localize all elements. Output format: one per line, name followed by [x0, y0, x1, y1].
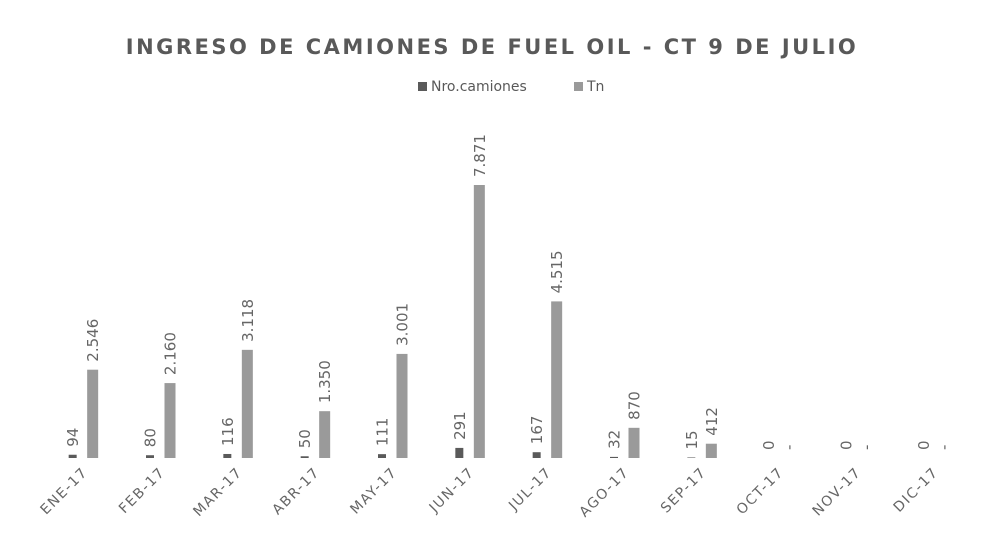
- x-tick-label: ABR-17: [269, 464, 323, 518]
- chart-title: INGRESO DE CAMIONES DE FUEL OIL - CT 9 D…: [126, 35, 858, 59]
- value-label: 116: [219, 417, 237, 446]
- value-label: 7.871: [471, 134, 489, 177]
- value-label: 111: [374, 418, 392, 447]
- x-tick-label: SEP-17: [658, 464, 710, 516]
- x-tick-label: ENE-17: [38, 464, 92, 518]
- x-tick-label: JUN-17: [426, 464, 478, 516]
- bar: [705, 443, 717, 458]
- legend-swatch: [574, 82, 583, 91]
- bar: [532, 452, 541, 458]
- value-label: 32: [606, 430, 624, 449]
- value-label: 0: [838, 440, 856, 450]
- bar: [241, 349, 253, 458]
- bar: [378, 454, 386, 458]
- bar: [164, 383, 176, 458]
- x-tick-label: JUL-17: [505, 464, 555, 514]
- value-label: 2.546: [84, 319, 102, 362]
- value-label: 412: [703, 407, 721, 436]
- x-tick-label: MAY-17: [347, 464, 400, 517]
- value-label: 4.515: [548, 250, 566, 293]
- legend-label: Tn: [586, 79, 604, 95]
- value-label: 0: [915, 440, 933, 450]
- value-label: 870: [626, 391, 644, 420]
- value-label: 3.118: [239, 299, 257, 342]
- x-tick-label: FEB-17: [116, 464, 169, 517]
- value-label: -: [780, 445, 798, 450]
- value-label: 80: [142, 428, 160, 447]
- value-label: 2.160: [162, 332, 180, 375]
- bar: [551, 301, 563, 458]
- bar: [319, 411, 331, 458]
- value-label: -: [935, 445, 953, 450]
- value-label: 50: [296, 429, 314, 448]
- value-label: 3.001: [394, 303, 412, 346]
- bar: [687, 457, 696, 458]
- bar: [68, 454, 77, 458]
- x-tick-label: OCT-17: [734, 464, 788, 518]
- x-tick-label: DIC-17: [891, 464, 942, 515]
- value-label: 94: [64, 428, 82, 447]
- x-tick-label: AGO-17: [576, 464, 632, 520]
- bar: [628, 427, 640, 458]
- x-tick-label: MAR-17: [190, 464, 246, 520]
- bar: [396, 353, 408, 458]
- bar: [473, 185, 485, 458]
- bar: [223, 453, 232, 458]
- x-tick-label: NOV-17: [810, 464, 865, 519]
- bar: [300, 456, 309, 458]
- value-label: 1.350: [316, 360, 334, 403]
- bar: [455, 447, 464, 458]
- bar: [87, 369, 99, 458]
- value-label: -: [858, 445, 876, 450]
- value-label: 15: [683, 430, 701, 449]
- value-label: 0: [760, 440, 778, 450]
- legend-swatch: [418, 82, 427, 91]
- bar: [146, 455, 154, 458]
- bar: [610, 456, 618, 458]
- value-label: 291: [451, 411, 469, 440]
- legend-label: Nro.camiones: [431, 79, 527, 95]
- value-label: 167: [528, 416, 546, 445]
